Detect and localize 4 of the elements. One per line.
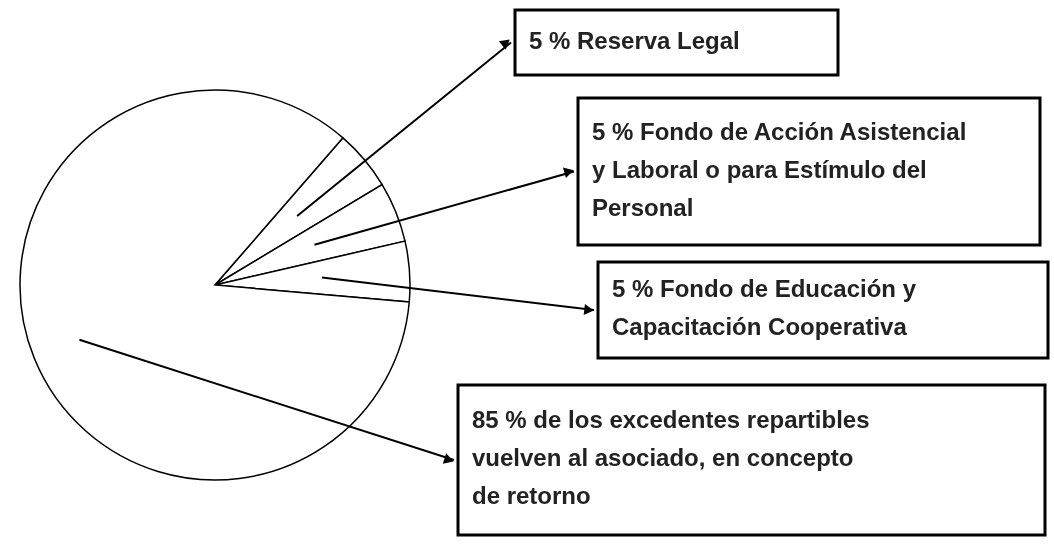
legend-label: 5 % Fondo de Acción Asistencial y Laboral o para Estímulo del Personal: [592, 117, 967, 221]
legend-label: 85 % de los excedentes repartibles vuelven al asociado, en concepto de retorno: [472, 406, 870, 509]
legend-label: 5 % Fondo de Educación y Capacitación Cooperativa: [612, 275, 917, 340]
legend-label: 5 % Reserva Legal: [529, 26, 740, 54]
